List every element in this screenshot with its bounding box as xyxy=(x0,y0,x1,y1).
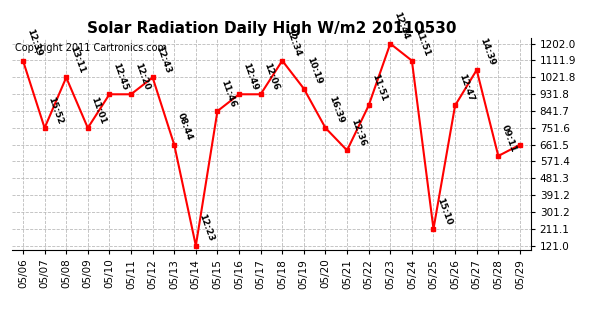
Text: 08:44: 08:44 xyxy=(176,112,194,142)
Text: 11:46: 11:46 xyxy=(219,78,237,108)
Text: 09:11: 09:11 xyxy=(500,123,518,153)
Text: 11:51: 11:51 xyxy=(414,28,432,58)
Text: 11:01: 11:01 xyxy=(90,95,108,125)
Text: Copyright 2011 Cartronics.com: Copyright 2011 Cartronics.com xyxy=(15,43,167,52)
Text: 11:51: 11:51 xyxy=(370,73,389,103)
Text: 12:34: 12:34 xyxy=(284,28,303,58)
Title: Solar Radiation Daily High W/m2 20110530: Solar Radiation Daily High W/m2 20110530 xyxy=(87,21,456,36)
Text: 13:11: 13:11 xyxy=(68,45,86,75)
Text: 12:47: 12:47 xyxy=(457,73,475,103)
Text: 12:20: 12:20 xyxy=(133,62,151,92)
Text: 16:39: 16:39 xyxy=(327,95,345,125)
Text: 12:06: 12:06 xyxy=(262,62,281,92)
Text: 15:52: 15:52 xyxy=(46,95,65,125)
Text: 12:36: 12:36 xyxy=(349,117,367,148)
Text: 10:19: 10:19 xyxy=(306,56,324,86)
Text: 12:44: 12:44 xyxy=(392,11,411,41)
Text: 12:23: 12:23 xyxy=(198,213,216,243)
Text: 15:10: 15:10 xyxy=(435,196,453,226)
Text: 14:39: 14:39 xyxy=(478,37,497,67)
Text: 12:43: 12:43 xyxy=(154,44,173,75)
Text: 12:49: 12:49 xyxy=(241,61,259,92)
Text: 12:45: 12:45 xyxy=(111,61,129,92)
Text: 12:39: 12:39 xyxy=(25,28,43,58)
